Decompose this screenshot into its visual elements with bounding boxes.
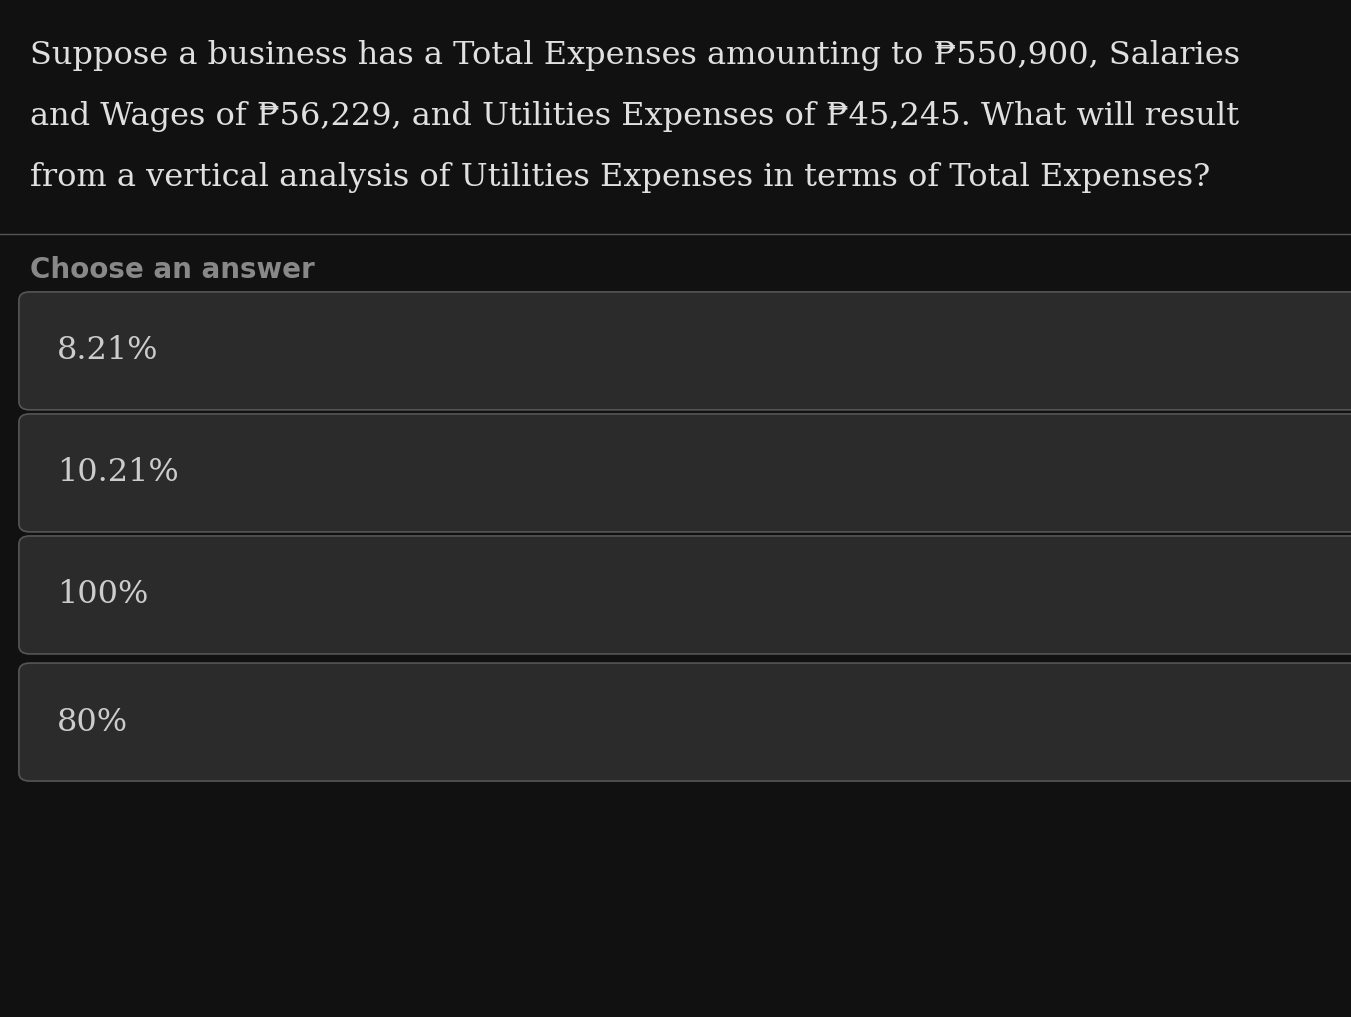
Text: 8.21%: 8.21%	[57, 336, 158, 366]
FancyBboxPatch shape	[19, 414, 1351, 532]
Text: 80%: 80%	[57, 707, 128, 737]
Text: Suppose a business has a Total Expenses amounting to ₱550,900, Salaries: Suppose a business has a Total Expenses …	[30, 41, 1240, 71]
FancyBboxPatch shape	[19, 292, 1351, 410]
Text: Choose an answer: Choose an answer	[30, 255, 315, 284]
FancyBboxPatch shape	[19, 663, 1351, 781]
Text: from a vertical analysis of Utilities Expenses in terms of Total Expenses?: from a vertical analysis of Utilities Ex…	[30, 163, 1210, 193]
Text: 10.21%: 10.21%	[57, 458, 178, 488]
FancyBboxPatch shape	[19, 536, 1351, 654]
Text: 100%: 100%	[57, 580, 149, 610]
Text: and Wages of ₱56,229, and Utilities Expenses of ₱45,245. What will result: and Wages of ₱56,229, and Utilities Expe…	[30, 102, 1239, 132]
